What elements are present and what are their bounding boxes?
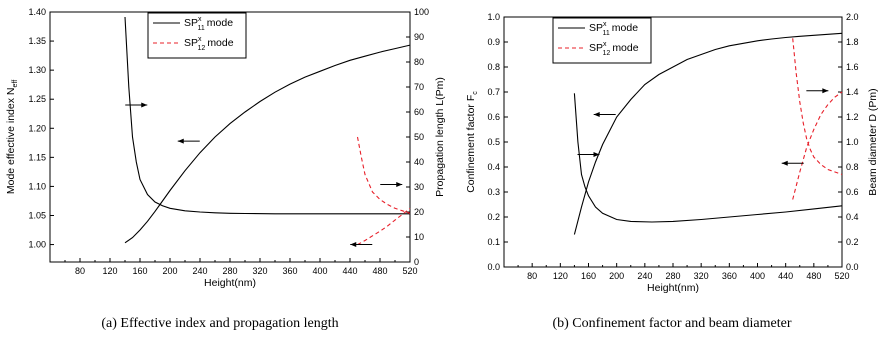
y-right-tick-label: 0.8 (846, 162, 859, 172)
series-line (573, 93, 843, 223)
y-right-axis-label: Propagation length L(Pm) (434, 77, 446, 197)
y-left-tick-label: 0.1 (487, 237, 500, 247)
legend-entry: SPx 12 mode (184, 36, 234, 52)
legend-entry: SPx 11 mode (184, 16, 233, 32)
series-line (357, 208, 411, 246)
y-left-tick-label: 0.6 (487, 112, 500, 122)
x-tick-label: 400 (750, 271, 765, 281)
y-right-tick-label: 20 (414, 207, 424, 217)
figure-caption: (a) Effective index and propagation leng… (101, 316, 338, 331)
x-axis-label: Height(nm) (647, 282, 699, 294)
y-right-tick-label: 0.2 (846, 237, 859, 247)
x-tick-label: 200 (162, 266, 177, 276)
chart-panel-a: 80 120 160 200 240 280 320 360 400 440 480 5201.001… (5, 7, 446, 331)
y-left-tick-label: 1.40 (28, 7, 46, 17)
y-left-tick-label: 1.35 (28, 36, 46, 46)
series-line (124, 44, 411, 244)
x-axis-label: Height(nm) (204, 277, 256, 289)
y-left-tick-label: 0.7 (487, 87, 500, 97)
series-line (124, 16, 410, 215)
y-right-tick-label: 0 (414, 257, 419, 267)
y-right-tick-label: 70 (414, 82, 424, 92)
y-left-tick-label: 1.05 (28, 210, 46, 220)
annotation-arrow-head (593, 152, 600, 157)
legend-box (147, 12, 247, 59)
y-right-axis-label: Beam diameter D (Pm) (867, 88, 879, 195)
series-line (792, 91, 843, 200)
series-line (573, 32, 843, 235)
y-right-tick-label: 1.0 (846, 137, 859, 147)
y-right-tick-label: 0.4 (846, 212, 859, 222)
y-left-tick-label: 1.30 (28, 65, 46, 75)
y-left-tick-label: 1.20 (28, 123, 46, 133)
y-left-tick-label: 1.25 (28, 94, 46, 104)
y-right-tick-label: 0.6 (846, 187, 859, 197)
x-tick-label: 240 (192, 266, 207, 276)
y-left-tick-label: 1.15 (28, 152, 46, 162)
y-left-tick-label: 0.0 (487, 262, 500, 272)
y-right-tick-label: 1.8 (846, 37, 859, 47)
y-left-tick-label: 1.0 (487, 12, 500, 22)
x-tick-label: 400 (312, 266, 327, 276)
x-tick-label: 480 (806, 271, 821, 281)
y-left-axis-label: Confinement factor Fc (465, 91, 479, 193)
x-tick-label: 80 (75, 266, 85, 276)
y-left-tick-label: 0.4 (487, 162, 500, 172)
y-right-tick-label: 0.0 (846, 262, 859, 272)
series-line (356, 136, 411, 214)
y-right-tick-label: 50 (414, 132, 424, 142)
y-right-tick-label: 60 (414, 107, 424, 117)
x-tick-label: 320 (694, 271, 709, 281)
y-right-tick-label: 30 (414, 182, 424, 192)
y-right-tick-label: 1.4 (846, 87, 859, 97)
annotation-arrow-head (593, 112, 600, 117)
x-tick-label: 200 (609, 271, 624, 281)
x-tick-label: 280 (222, 266, 237, 276)
y-right-tick-label: 10 (414, 232, 424, 242)
x-tick-label: 280 (665, 271, 680, 281)
y-right-tick-label: 2.0 (846, 12, 859, 22)
x-tick-label: 240 (637, 271, 652, 281)
x-tick-label: 520 (402, 266, 417, 276)
y-right-tick-label: 90 (414, 32, 424, 42)
legend-entry: SPx 12 mode (589, 41, 639, 57)
x-tick-label: 480 (372, 266, 387, 276)
x-tick-label: 120 (102, 266, 117, 276)
annotation-arrow-head (781, 160, 788, 166)
series-line (792, 38, 843, 176)
y-left-tick-label: 1.00 (28, 240, 46, 250)
y-left-tick-label: 1.10 (28, 181, 46, 191)
y-right-tick-label: 40 (414, 157, 424, 167)
x-tick-label: 120 (553, 271, 568, 281)
x-tick-label: 80 (527, 271, 537, 281)
x-tick-label: 360 (282, 266, 297, 276)
x-tick-label: 520 (834, 271, 849, 281)
x-tick-label: 360 (722, 271, 737, 281)
x-tick-label: 160 (581, 271, 596, 281)
annotation-arrow-head (177, 138, 184, 144)
x-tick-label: 320 (252, 266, 267, 276)
y-right-tick-label: 80 (414, 57, 424, 67)
x-tick-label: 440 (778, 271, 793, 281)
y-right-tick-label: 1.2 (846, 112, 859, 122)
y-left-tick-label: 0.5 (487, 137, 500, 147)
y-right-tick-label: 100 (414, 7, 429, 17)
figure-caption: (b) Confinement factor and beam diameter (552, 316, 791, 331)
annotation-arrow-head (141, 102, 148, 108)
x-tick-label: 440 (342, 266, 357, 276)
annotation-arrow-head (350, 242, 357, 247)
y-right-tick-label: 1.6 (846, 62, 859, 72)
annotation-arrow-head (396, 182, 403, 187)
y-left-tick-label: 0.9 (487, 37, 500, 47)
chart-panel-b: 80 120 160 200 240 280 320 360 400 440 480 5200.00.… (465, 12, 879, 331)
y-left-tick-label: 0.3 (487, 187, 500, 197)
annotation-arrow-head (822, 88, 829, 94)
y-left-axis-label: Mode effective index Neff (5, 80, 19, 194)
y-left-tick-label: 0.8 (487, 62, 500, 72)
y-left-tick-label: 0.2 (487, 212, 500, 222)
legend-box (552, 17, 652, 64)
legend-entry: SPx 11 mode (589, 21, 638, 37)
x-tick-label: 160 (132, 266, 147, 276)
